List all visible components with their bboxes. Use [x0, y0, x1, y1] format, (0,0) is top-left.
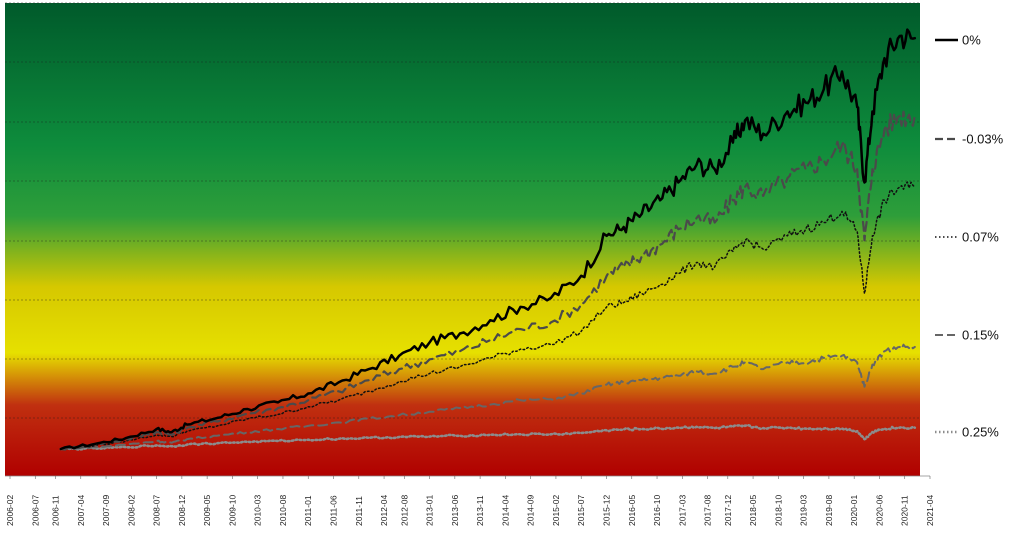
x-tick-label: 2011-01 — [303, 495, 313, 526]
legend-label-2: -0.03% — [962, 132, 1004, 147]
x-tick-label: 2015-02 — [551, 495, 561, 526]
legend-label-4: 0.15% — [962, 328, 999, 343]
gridlines — [5, 2, 920, 419]
x-tick-label: 2020-01 — [849, 495, 859, 526]
legend: 0% -0.03% 0.07% 0.15% 0.25% — [935, 33, 1004, 440]
x-tick-label: 2009-05 — [202, 495, 212, 526]
x-tick-label: 2018-10 — [773, 495, 783, 526]
series-line-2 — [59, 110, 916, 451]
series-line-5 — [59, 423, 917, 451]
x-tick-label: 2013-11 — [475, 495, 485, 526]
x-tick-label: 2011-11 — [354, 496, 364, 526]
x-tick-label: 2016-10 — [652, 495, 662, 526]
series-lines — [59, 28, 917, 451]
x-tick-label: 2013-06 — [450, 495, 460, 526]
series-line-1 — [59, 28, 917, 451]
x-tick-label: 2018-05 — [748, 495, 758, 526]
x-tick-label: 2014-09 — [526, 495, 536, 526]
x-tick-label: 2016-05 — [627, 495, 637, 526]
x-tick-label: 2006-07 — [30, 495, 40, 526]
x-tick-label: 2019-03 — [799, 495, 809, 526]
plot-area-background — [5, 3, 920, 476]
x-tick-label: 2010-03 — [253, 495, 263, 526]
x-tick-label: 2012-04 — [379, 495, 389, 526]
x-tick-label: 2006-11 — [50, 495, 60, 526]
x-tick-label: 2008-12 — [177, 495, 187, 526]
x-tick-label: 2008-02 — [126, 495, 136, 526]
x-tick-label: 2020-06 — [874, 495, 884, 526]
series-line-4 — [59, 343, 916, 451]
x-tick-label: 2007-09 — [101, 495, 111, 526]
legend-label-5: 0.25% — [962, 425, 999, 440]
x-tick-label: 2015-07 — [576, 495, 586, 526]
x-tick-label: 2014-04 — [500, 495, 510, 526]
legend-label-3: 0.07% — [962, 230, 999, 245]
x-tick-label: 2011-06 — [329, 495, 339, 526]
x-tick-label: 2008-07 — [152, 495, 162, 526]
legend-label-1: 0% — [962, 33, 981, 48]
series-line-3 — [60, 181, 916, 450]
x-tick-label: 2009-10 — [227, 495, 237, 526]
x-tick-label: 2010-08 — [278, 495, 288, 526]
x-axis: 2006-02 2006-07 2006-11 2007-04 2007-09 2008-… — [5, 475, 935, 526]
x-tick-label: 2021-04 — [925, 495, 935, 526]
x-tick-label: 2012-08 — [399, 495, 409, 526]
x-tick-label: 2020-11 — [900, 495, 910, 526]
x-tick-label: 2017-03 — [677, 495, 687, 526]
x-tick-label: 2019-08 — [824, 495, 834, 526]
x-tick-label: 2013-01 — [425, 495, 435, 526]
x-tick-label: 2015-12 — [601, 495, 611, 526]
x-tick-label: 2017-12 — [723, 495, 733, 526]
x-tick-label: 2007-04 — [76, 495, 86, 526]
x-tick-label: 2017-08 — [703, 495, 713, 526]
x-tick-label: 2006-02 — [5, 495, 15, 526]
